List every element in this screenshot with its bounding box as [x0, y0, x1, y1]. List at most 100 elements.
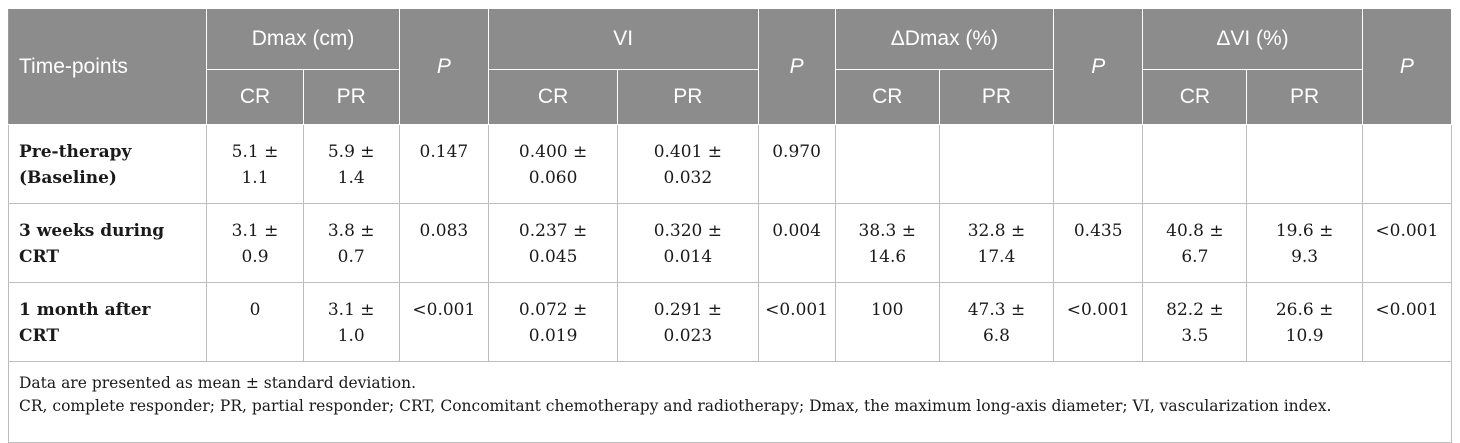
delta-vi-cr-cell-line: 6.7 — [1181, 247, 1209, 267]
table-body: Pre-therapy (Baseline) 5.1 ± 1.1 5.9 ± 1.4 0.1… — [7, 124, 1453, 362]
dmax-pr-cell: 3.8 ± 0.7 — [302, 203, 400, 283]
dmax-pr-cell: 3.1 ± 1.0 — [302, 282, 400, 362]
row-label: 3 weeks during CRT — [7, 203, 208, 283]
dmax-pr-cell-line: 5.9 ± — [327, 142, 375, 162]
header-p-dmax: P — [398, 8, 489, 125]
table-row: Pre-therapy (Baseline) 5.1 ± 1.1 5.9 ± 1.4 0.1… — [7, 124, 1453, 204]
delta-vi-cr-cell: 40.8 ± 6.7 — [1142, 203, 1248, 283]
header-delta-vi-cr: CR — [1142, 69, 1248, 125]
dmax-pr-cell-line: 0.7 — [337, 247, 365, 267]
delta-vi-pr-cell-line: 9.3 — [1291, 247, 1319, 267]
delta-vi-cr-cell: 82.2 ± 3.5 — [1142, 282, 1248, 362]
vi-pr-cell-line: 0.032 — [663, 168, 713, 188]
delta-vi-cr-cell-line: 3.5 — [1181, 326, 1209, 346]
delta-vi-pr-cell: 26.6 ± 10.9 — [1246, 282, 1363, 362]
row-label-line: (Baseline) — [19, 168, 117, 188]
header-vi: VI — [487, 8, 759, 70]
delta-vi-pr-cell: 19.6 ± 9.3 — [1246, 203, 1363, 283]
delta-vi-pr-cell — [1246, 124, 1363, 204]
vi-pr-cell-line: 0.014 — [663, 247, 713, 267]
footnote-row: Data are presented as mean ± standard de… — [8, 361, 1452, 443]
header-delta-vi-pr: PR — [1246, 69, 1363, 125]
header-delta-dmax-pr: PR — [938, 69, 1055, 125]
vi-pr-cell: 0.320 ± 0.014 — [617, 203, 759, 283]
footnote-line-2: CR, complete responder; PR, partial resp… — [19, 397, 1332, 415]
row-label-line: CRT — [19, 326, 60, 346]
footnote-line-1: Data are presented as mean ± standard de… — [19, 374, 417, 392]
delta-dmax-pr-cell — [938, 124, 1055, 204]
delta-dmax-pr-cell: 32.8 ± 17.4 — [938, 203, 1055, 283]
p-delta-dmax-cell: <0.001 — [1053, 282, 1144, 362]
header-time-points: Time-points — [7, 8, 208, 125]
delta-dmax-cr-cell-line: 14.6 — [868, 247, 907, 267]
p-dmax-cell: 0.147 — [398, 124, 489, 204]
vi-cr-cell-line: 0.060 — [528, 168, 578, 188]
header-row-2: CR PR CR PR CR PR CR PR — [9, 69, 1452, 125]
header-dmax-cr: CR — [206, 69, 304, 125]
p-vi-cell: 0.004 — [757, 203, 836, 283]
header-delta-dmax: ΔDmax (%) — [834, 8, 1055, 70]
dmax-pr-cell-line: 1.0 — [337, 326, 365, 346]
delta-dmax-pr-cell-line: 17.4 — [977, 247, 1016, 267]
vi-cr-cell: 0.237 ± 0.045 — [487, 203, 619, 283]
delta-dmax-pr-cell: 47.3 ± 6.8 — [938, 282, 1055, 362]
p-delta-vi-cell: <0.001 — [1361, 282, 1453, 362]
p-dmax-cell: <0.001 — [398, 282, 489, 362]
p-delta-dmax-cell: 0.435 — [1053, 203, 1144, 283]
delta-dmax-pr-cell-line: 47.3 ± — [967, 300, 1026, 320]
delta-dmax-pr-cell-line: 6.8 — [982, 326, 1010, 346]
delta-dmax-cr-cell: 38.3 ± 14.6 — [834, 203, 940, 283]
p-dmax-cell: 0.083 — [398, 203, 489, 283]
p-delta-dmax-cell — [1053, 124, 1144, 204]
vi-cr-cell-line: 0.019 — [528, 326, 578, 346]
delta-vi-cr-cell-line: 40.8 ± — [1166, 221, 1224, 241]
p-vi-cell: <0.001 — [757, 282, 836, 362]
vi-pr-cell-line: 0.291 ± — [653, 300, 723, 320]
header-delta-vi: ΔVI (%) — [1142, 8, 1363, 70]
vi-cr-cell-line: 0.400 ± — [518, 142, 588, 162]
p-delta-vi-cell: <0.001 — [1361, 203, 1453, 283]
row-label-line: 1 month after — [19, 300, 151, 320]
vi-pr-cell-line: 0.401 ± — [653, 142, 723, 162]
footnote-cell: Data are presented as mean ± standard de… — [8, 361, 1452, 443]
delta-dmax-cr-cell: 100 — [834, 282, 940, 362]
dmax-cr-cell-line: 3.1 ± — [231, 221, 279, 241]
vi-pr-cell: 0.291 ± 0.023 — [617, 282, 759, 362]
delta-vi-pr-cell-line: 19.6 ± — [1275, 221, 1334, 241]
header-dmax: Dmax (cm) — [206, 8, 400, 70]
dmax-cr-cell-line: 5.1 ± — [231, 142, 279, 162]
dmax-pr-cell: 5.9 ± 1.4 — [302, 124, 400, 204]
vi-cr-cell-line: 0.237 ± — [518, 221, 588, 241]
table-row: 3 weeks during CRT 3.1 ±0.9 3.8 ±0.7 0.083 0.… — [7, 203, 1453, 283]
header-p-delta-dmax: P — [1053, 8, 1144, 125]
dmax-cr-cell: 3.1 ± 0.9 — [206, 203, 304, 283]
row-label-line: 3 weeks during — [19, 221, 165, 241]
header-p-delta-vi: P — [1361, 8, 1453, 125]
vi-cr-cell: 0.400 ± 0.060 — [487, 124, 619, 204]
dmax-pr-cell-line: 1.4 — [337, 168, 365, 188]
delta-dmax-cr-cell-line: 38.3 ± — [858, 221, 917, 241]
row-label: Pre-therapy (Baseline) — [7, 124, 208, 204]
header-dmax-pr: PR — [302, 69, 400, 125]
vi-cr-cell-line: 0.045 — [528, 247, 578, 267]
dmax-pr-cell-line: 3.8 ± — [327, 221, 375, 241]
delta-dmax-cr-cell — [834, 124, 940, 204]
table-row: 1 month after CRT 0 3.1 ±1.0 <0.001 0.072 ±0.… — [7, 282, 1453, 362]
results-table-container: Time-points Dmax (cm) P VI P ΔDmax (%) P… — [7, 8, 1453, 443]
header-row-1: Time-points Dmax (cm) P VI P ΔDmax (%) P… — [7, 8, 1453, 125]
dmax-pr-cell-line: 3.1 ± — [327, 300, 375, 320]
delta-vi-pr-cell-line: 26.6 ± — [1275, 300, 1334, 320]
header-vi-pr: PR — [617, 69, 759, 125]
delta-vi-cr-cell — [1142, 124, 1248, 204]
dmax-cr-cell: 5.1 ± 1.1 — [206, 124, 304, 204]
vi-cr-cell-line: 0.072 ± — [518, 300, 588, 320]
vi-cr-cell: 0.072 ± 0.019 — [487, 282, 619, 362]
vi-pr-cell-line: 0.023 — [663, 326, 713, 346]
header-vi-cr: CR — [487, 69, 619, 125]
header-delta-dmax-cr: CR — [834, 69, 940, 125]
row-label-line: CRT — [19, 247, 60, 267]
row-label: 1 month after CRT — [7, 282, 208, 362]
vi-pr-cell: 0.401 ± 0.032 — [617, 124, 759, 204]
dmax-cr-cell-line: 0.9 — [241, 247, 269, 267]
delta-vi-pr-cell-line: 10.9 — [1285, 326, 1324, 346]
